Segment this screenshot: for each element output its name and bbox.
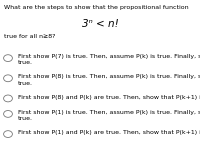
Circle shape (4, 75, 12, 82)
Text: First show P(7) is true. Then, assume P(k) is true. Finally, show that P(k+1) is: First show P(7) is true. Then, assume P(… (18, 54, 200, 65)
Text: 3ⁿ < n!: 3ⁿ < n! (82, 19, 118, 29)
Text: First show P(8) is true. Then, assume P(k) is true. Finally, show that P(k+1) is: First show P(8) is true. Then, assume P(… (18, 74, 200, 86)
Text: true for all n≥8?: true for all n≥8? (4, 34, 56, 39)
Circle shape (4, 111, 12, 117)
Text: First show P(8) and P(k) are true. Then, show that P(k+1) is true.: First show P(8) and P(k) are true. Then,… (18, 95, 200, 100)
Circle shape (4, 55, 12, 62)
Circle shape (4, 131, 12, 137)
Text: First show P(1) is true. Then, assume P(k) is true. Finally, show that P(k+1) is: First show P(1) is true. Then, assume P(… (18, 110, 200, 121)
Text: First show P(1) and P(k) are true. Then, show that P(k+1) is true.: First show P(1) and P(k) are true. Then,… (18, 130, 200, 135)
Text: What are the steps to show that the propositional function: What are the steps to show that the prop… (4, 5, 189, 10)
Circle shape (4, 95, 12, 102)
